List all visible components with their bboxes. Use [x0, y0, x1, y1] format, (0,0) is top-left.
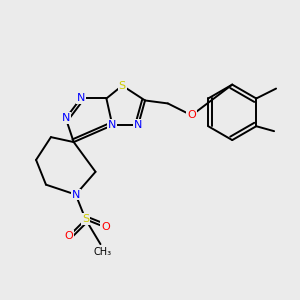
- Text: N: N: [71, 190, 80, 200]
- Text: CH₃: CH₃: [93, 247, 112, 257]
- Text: N: N: [76, 94, 85, 103]
- Text: S: S: [119, 81, 126, 91]
- Text: N: N: [108, 120, 116, 130]
- Text: O: O: [64, 231, 73, 241]
- Text: N: N: [134, 120, 142, 130]
- Text: N: N: [61, 113, 70, 123]
- Text: O: O: [101, 222, 110, 232]
- Text: O: O: [187, 110, 196, 120]
- Text: S: S: [82, 214, 89, 224]
